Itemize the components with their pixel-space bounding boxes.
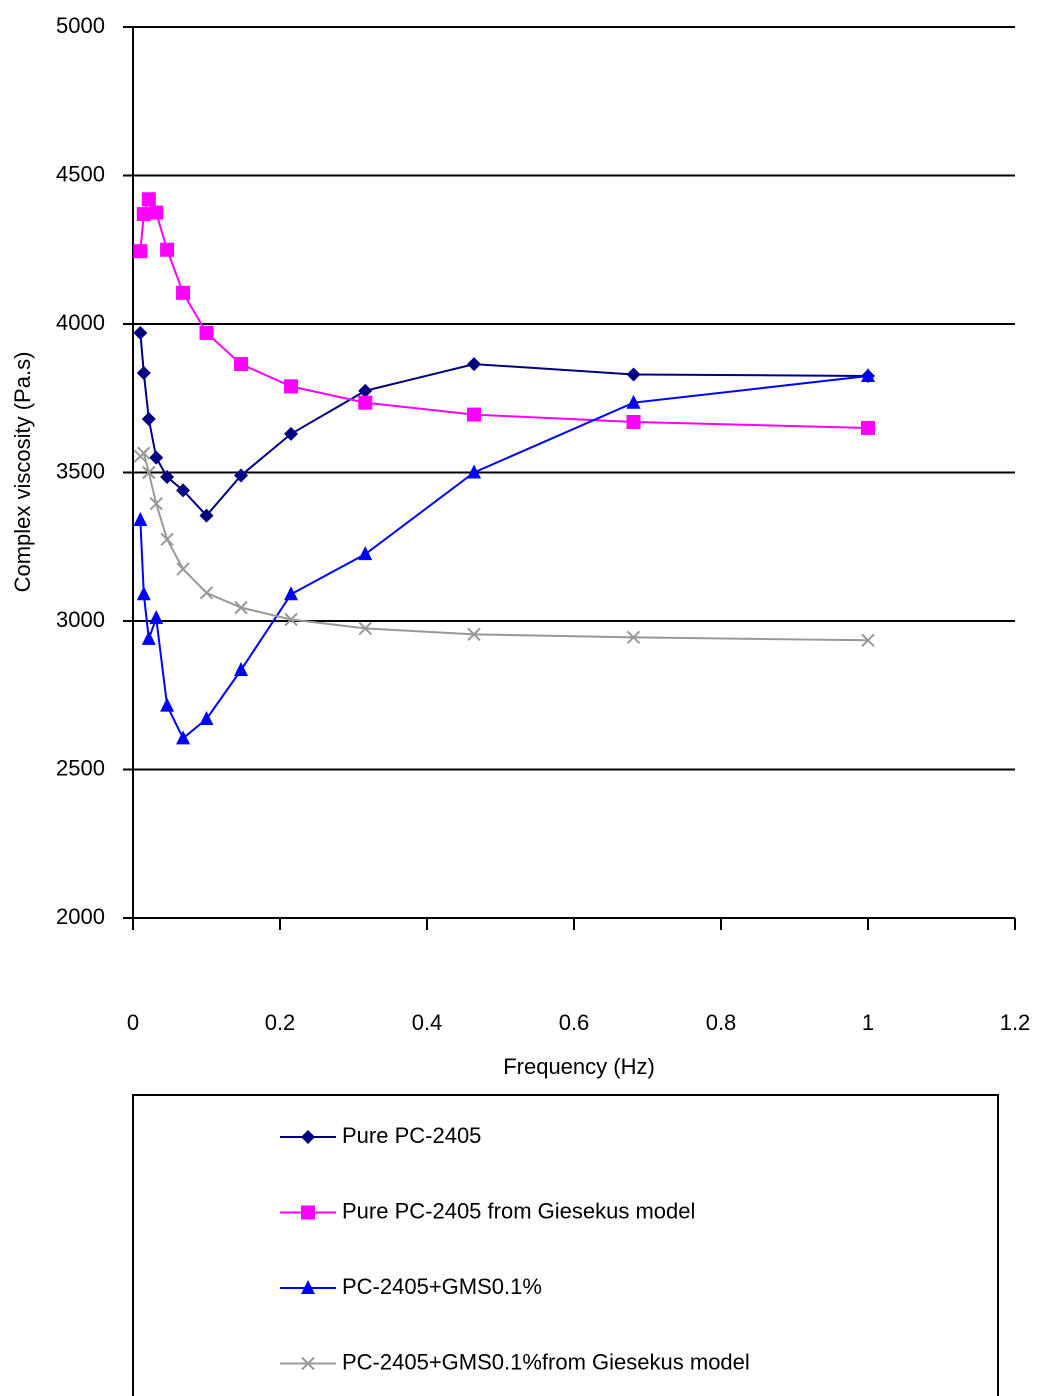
marker [149,496,163,511]
marker [626,415,641,430]
x-tick-label: 1.2 [1000,1010,1031,1035]
marker [136,586,151,601]
marker [142,465,156,480]
marker [234,600,248,615]
marker [358,546,373,561]
marker [133,244,148,259]
y-tick-label: 2000 [56,904,105,929]
marker [133,512,148,527]
marker [141,630,156,645]
marker [626,630,641,645]
y-tick-label: 5000 [56,13,105,38]
marker [234,357,249,372]
marker [141,412,156,427]
y-axis-title: Complex viscosity (Pa.s) [10,352,35,593]
marker [141,192,156,207]
x-tick-label: 1 [862,1010,874,1035]
legend-label: Pure PC-2405 from Giesekus model [342,1198,695,1223]
marker [234,468,249,483]
y-tick-label: 3000 [56,607,105,632]
x-tick-label: 0 [127,1010,139,1035]
marker [284,586,299,601]
marker [301,1356,315,1371]
marker [136,366,151,381]
marker [199,586,214,600]
legend-label: PC-2405+GMS0.1%from Giesekus model [342,1349,750,1374]
marker [176,730,191,745]
marker [199,325,214,340]
marker [301,1205,315,1220]
marker [199,711,214,726]
y-tick-label: 2500 [56,755,105,780]
marker [160,469,175,484]
marker [160,242,175,257]
legend-label: PC-2405+GMS0.1% [342,1274,542,1299]
marker [284,612,298,627]
marker [149,205,164,220]
marker [626,367,641,382]
y-tick-label: 4500 [56,161,105,186]
marker [467,627,481,642]
legend-box [132,1094,999,1396]
marker [467,464,482,479]
marker [358,395,373,410]
marker [176,483,191,498]
marker [467,357,482,372]
marker [199,508,214,523]
x-tick-label: 0.2 [265,1010,296,1035]
y-tick-label: 4000 [56,310,105,335]
marker [136,207,151,222]
marker [137,446,151,460]
marker [176,562,190,576]
x-tick-label: 0.8 [706,1010,737,1035]
marker [301,1130,315,1144]
marker [149,450,164,465]
marker [284,379,299,394]
marker [234,662,249,677]
marker [160,697,175,712]
marker [160,532,174,547]
marker [133,325,148,340]
marker [301,1280,315,1294]
marker [861,420,875,435]
marker [626,394,641,409]
marker [358,383,373,398]
marker [176,285,191,300]
series-line [139,196,869,429]
marker [284,426,299,441]
marker [467,407,482,422]
y-tick-label: 3500 [56,458,105,483]
x-axis-title: Frequency (Hz) [503,1054,655,1079]
marker [861,367,875,382]
marker [149,610,164,625]
marker [861,633,875,648]
x-tick-label: 0.6 [559,1010,590,1035]
series-line [139,451,869,642]
x-tick-label: 0.4 [412,1010,443,1035]
legend-label: Pure PC-2405 [342,1123,481,1148]
marker [358,621,372,636]
series-line [139,374,869,740]
